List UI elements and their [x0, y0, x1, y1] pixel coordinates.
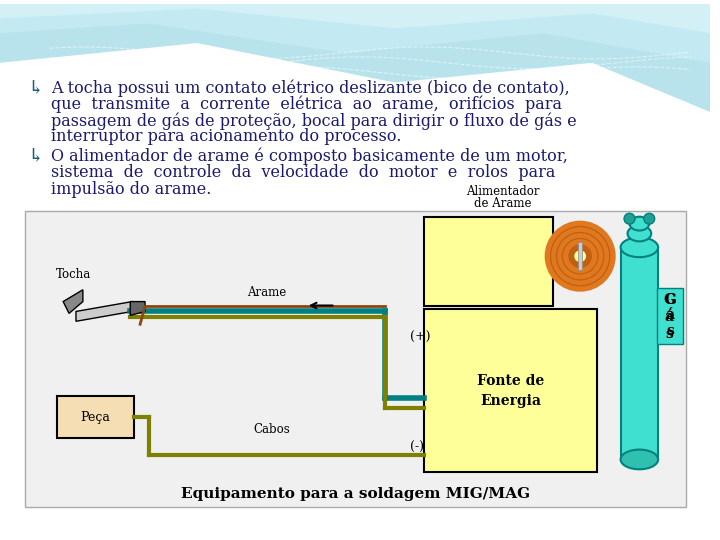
Ellipse shape [621, 450, 658, 469]
Text: s: s [665, 327, 673, 341]
Text: Alimentador: Alimentador [467, 185, 540, 198]
Text: G: G [664, 293, 676, 307]
Text: ↳: ↳ [27, 79, 44, 98]
Text: (-): (-) [410, 441, 425, 454]
Text: passagem de gás de proteção, bocal para dirigir o fluxo de gás e: passagem de gás de proteção, bocal para … [51, 112, 577, 130]
Text: Tocha: Tocha [55, 268, 91, 281]
Polygon shape [0, 4, 711, 63]
Polygon shape [130, 301, 145, 315]
Ellipse shape [644, 213, 654, 224]
Text: s: s [666, 324, 674, 338]
Text: Cabos: Cabos [253, 423, 289, 436]
Polygon shape [63, 290, 83, 313]
Circle shape [544, 221, 616, 292]
Circle shape [575, 250, 586, 262]
Bar [424, 309, 597, 472]
Text: Peça: Peça [81, 410, 111, 423]
Text: que  transmite  a  corrente  elétrica  ao  arame,  orifícios  para: que transmite a corrente elétrica ao ara… [51, 96, 562, 113]
Polygon shape [0, 4, 711, 112]
Text: Fonte de: Fonte de [477, 374, 544, 388]
Ellipse shape [628, 226, 651, 241]
Text: G: G [663, 293, 675, 307]
Text: á: á [665, 308, 675, 322]
Text: impulsão do arame.: impulsão do arame. [51, 180, 212, 198]
Bar [424, 217, 552, 306]
Text: de Arame: de Arame [474, 198, 532, 211]
Text: O alimentador de arame é composto basicamente de um motor,: O alimentador de arame é composto basica… [51, 148, 568, 165]
Ellipse shape [629, 217, 649, 231]
Text: Energia: Energia [480, 394, 541, 408]
Text: interruptor para acionamento do processo.: interruptor para acionamento do processo… [51, 129, 402, 145]
Text: sistema  de  controle  da  velocidade  do  motor  e  rolos  para: sistema de controle da velocidade do mot… [51, 164, 556, 181]
Text: Arame: Arame [247, 286, 286, 299]
Text: Equipamento para a soldagem MIG/MAG: Equipamento para a soldagem MIG/MAG [181, 487, 530, 501]
Bar [621, 247, 658, 460]
Text: á: á [665, 310, 673, 325]
Ellipse shape [624, 213, 635, 224]
Ellipse shape [621, 238, 658, 257]
Text: A tocha possui um contato elétrico deslizante (bico de contato),: A tocha possui um contato elétrico desli… [51, 79, 570, 97]
Polygon shape [0, 4, 711, 33]
Bar [578, 242, 582, 270]
Bar [57, 396, 134, 438]
Bar [24, 211, 685, 507]
Bar [657, 288, 683, 344]
Text: ↳: ↳ [27, 148, 44, 166]
Text: (+): (+) [410, 330, 431, 343]
Polygon shape [76, 301, 132, 321]
Circle shape [568, 244, 592, 268]
